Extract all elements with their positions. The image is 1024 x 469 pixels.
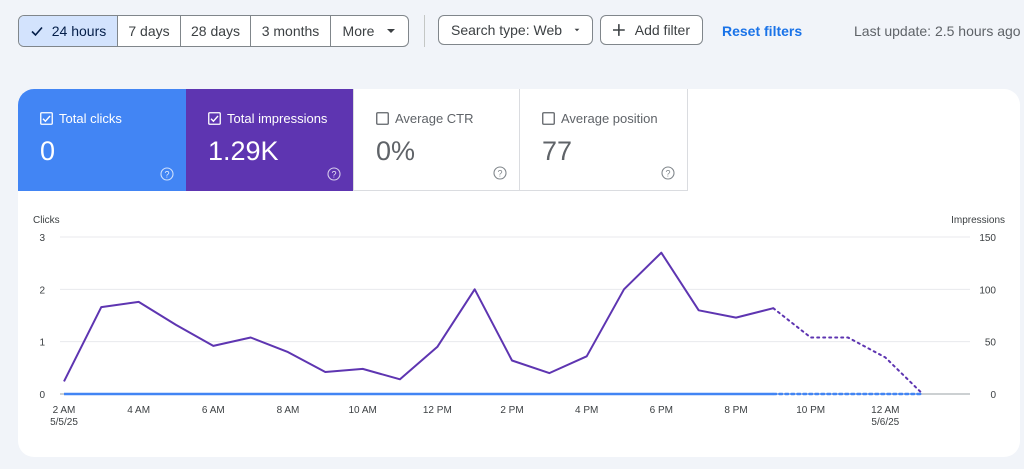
checkbox-unchecked-icon[interactable] bbox=[376, 112, 389, 125]
left-tick-label: 1 bbox=[39, 338, 45, 349]
range-7-days-button[interactable]: 7 days bbox=[118, 16, 181, 46]
add-filter-label: Add filter bbox=[634, 22, 690, 38]
x-tick-label: 10 AM bbox=[348, 405, 376, 416]
check-icon bbox=[31, 26, 43, 37]
performance-card: Total clicks 0 ? Total impressions 1.29K… bbox=[18, 89, 1020, 457]
left-tick-label: 2 bbox=[39, 285, 45, 296]
x-tick-label: 2 AM 5/5/25 bbox=[50, 405, 78, 428]
left-tick-label: 0 bbox=[39, 390, 45, 401]
checkbox-checked-icon[interactable] bbox=[40, 112, 53, 125]
right-tick-label: 50 bbox=[985, 338, 997, 349]
metric-value: 0% bbox=[376, 136, 416, 166]
range-label: 3 months bbox=[261, 23, 320, 39]
search-type-label: Search type: Web bbox=[451, 22, 563, 38]
help-icon[interactable]: ? bbox=[661, 166, 675, 180]
right-axis-title: Impressions bbox=[951, 215, 1005, 226]
x-tick-label: 4 AM bbox=[127, 405, 150, 416]
x-tick-label: 12 AM 5/6/25 bbox=[871, 405, 900, 428]
range-label: 28 days bbox=[190, 23, 241, 39]
chart-series bbox=[63, 251, 924, 396]
left-tick-label: 3 bbox=[39, 233, 45, 244]
right-tick-label: 100 bbox=[979, 285, 996, 296]
metric-label-row: Total impressions bbox=[208, 111, 353, 126]
metric-label: Total clicks bbox=[59, 111, 122, 126]
metric-value: 1.29K bbox=[208, 136, 279, 166]
plus-icon bbox=[613, 24, 625, 36]
x-tick-label: 4 PM bbox=[575, 405, 598, 416]
svg-text:?: ? bbox=[665, 168, 670, 178]
range-label: 24 hours bbox=[51, 23, 107, 39]
right-tick-label: 150 bbox=[979, 233, 996, 244]
x-tick-label: 12 PM bbox=[423, 405, 452, 416]
range-label: 7 days bbox=[128, 23, 170, 39]
add-filter-button[interactable]: Add filter bbox=[600, 15, 703, 45]
x-tick-label: 10 PM bbox=[796, 405, 825, 416]
range-label: More bbox=[342, 23, 375, 39]
x-tick-label: 8 PM bbox=[724, 405, 747, 416]
svg-text:?: ? bbox=[497, 168, 502, 178]
series-line-impressions bbox=[63, 251, 774, 382]
caret-down-icon bbox=[574, 28, 580, 32]
help-icon[interactable]: ? bbox=[160, 167, 174, 181]
toolbar-divider bbox=[424, 15, 425, 47]
x-tick-label: 6 PM bbox=[650, 405, 673, 416]
help-icon[interactable]: ? bbox=[327, 167, 341, 181]
x-tick-label: 2 PM bbox=[500, 405, 523, 416]
search-type-dropdown[interactable]: Search type: Web bbox=[438, 15, 593, 45]
left-axis-title: Clicks bbox=[33, 215, 60, 226]
metric-label-row: Average CTR bbox=[376, 111, 519, 126]
metric-value: 77 bbox=[542, 136, 573, 166]
metric-total-impressions-card[interactable]: Total impressions 1.29K ? bbox=[186, 89, 353, 191]
metric-average-position-card[interactable]: Average position 77 ? bbox=[520, 89, 688, 191]
date-range-selector: 24 hours 7 days 28 days 3 months More bbox=[18, 15, 409, 47]
help-icon[interactable]: ? bbox=[493, 166, 507, 180]
range-24-hours-button[interactable]: 24 hours bbox=[19, 16, 118, 46]
range-28-days-button[interactable]: 28 days bbox=[181, 16, 251, 46]
range-3-months-button[interactable]: 3 months bbox=[251, 16, 331, 46]
caret-down-icon bbox=[387, 29, 396, 33]
checkbox-checked-icon[interactable] bbox=[208, 112, 221, 125]
metric-total-clicks-card[interactable]: Total clicks 0 ? bbox=[18, 89, 186, 191]
chart-gridlines bbox=[60, 236, 970, 395]
metric-label: Average CTR bbox=[395, 111, 474, 126]
metric-label: Average position bbox=[561, 111, 658, 126]
reset-filters-link[interactable]: Reset filters bbox=[722, 23, 803, 39]
svg-text:?: ? bbox=[331, 169, 336, 179]
x-tick-label: 8 AM bbox=[277, 405, 300, 416]
toolbar: 24 hours 7 days 28 days 3 months More Se… bbox=[0, 0, 1024, 62]
metric-label-row: Average position bbox=[542, 111, 687, 126]
metric-label-row: Total clicks bbox=[40, 111, 186, 126]
x-tick-label: 6 AM bbox=[202, 405, 225, 416]
series-projection-impressions bbox=[772, 307, 924, 395]
right-tick-label: 0 bbox=[990, 390, 996, 401]
range-more-dropdown[interactable]: More bbox=[331, 16, 408, 46]
metric-average-ctr-card[interactable]: Average CTR 0% ? bbox=[353, 89, 520, 191]
checkbox-unchecked-icon[interactable] bbox=[542, 112, 555, 125]
last-update-text: Last update: 2.5 hours ago bbox=[854, 23, 1021, 39]
metric-value: 0 bbox=[40, 136, 56, 166]
metric-label: Total impressions bbox=[227, 111, 328, 126]
svg-text:?: ? bbox=[164, 169, 169, 179]
